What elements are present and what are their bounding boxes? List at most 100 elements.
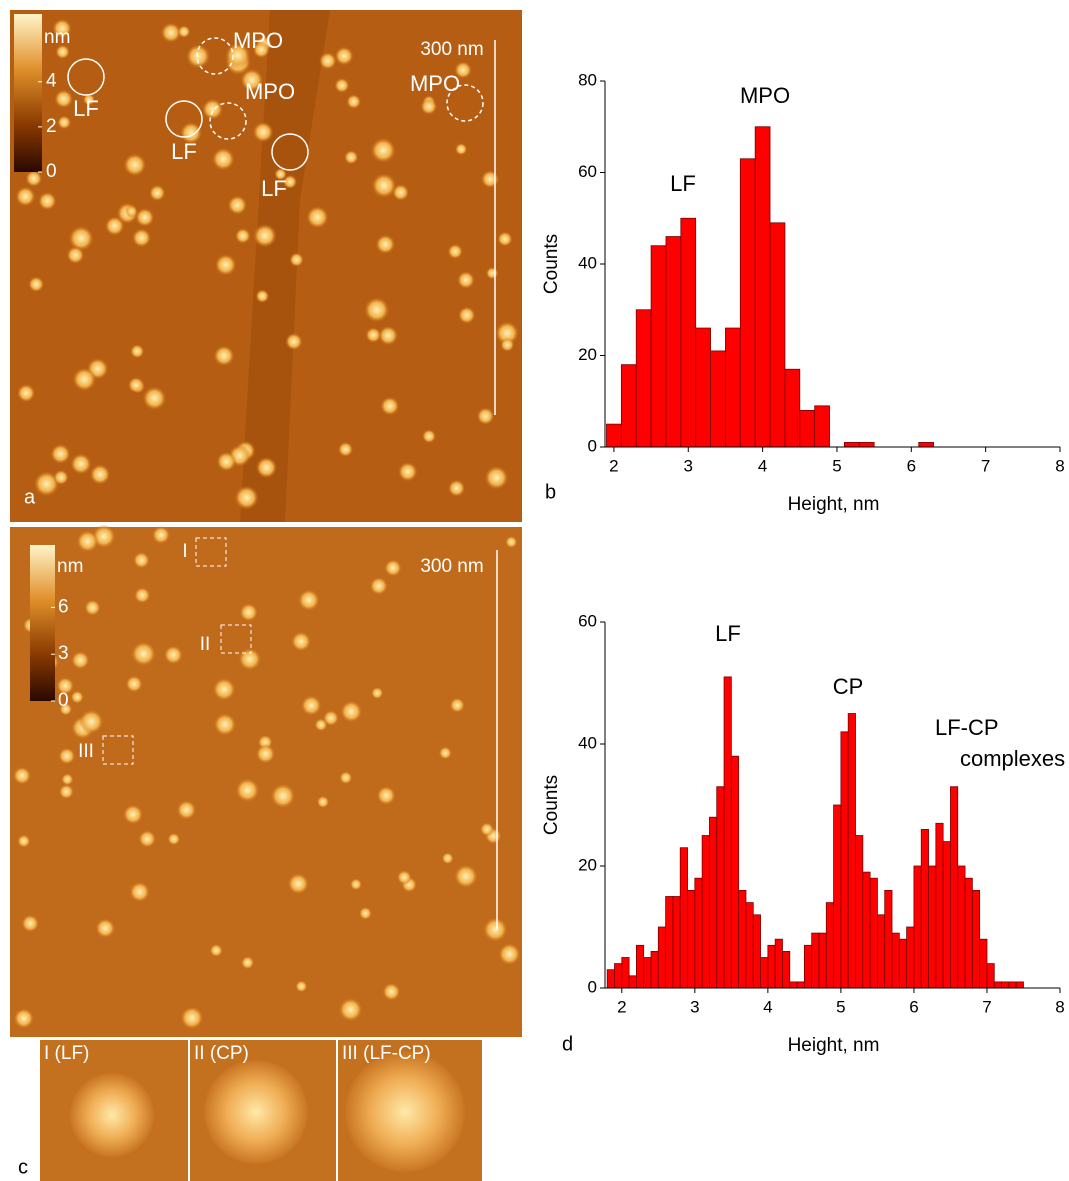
particle xyxy=(316,795,330,809)
particle xyxy=(282,174,298,189)
particle xyxy=(12,766,32,785)
bar xyxy=(979,938,988,989)
particle xyxy=(180,1006,204,1030)
bar xyxy=(840,731,849,989)
annotation: LF xyxy=(670,171,696,196)
bar xyxy=(784,368,801,448)
bar xyxy=(814,405,830,448)
insets xyxy=(40,1040,482,1181)
colorbar-label: nm xyxy=(57,556,83,577)
particle xyxy=(160,22,182,43)
bar xyxy=(843,442,860,448)
bar xyxy=(679,847,688,989)
particle xyxy=(497,231,513,247)
particle xyxy=(454,143,468,156)
particle xyxy=(214,253,237,276)
y-tick-label: 60 xyxy=(578,162,597,181)
particle xyxy=(167,832,181,846)
particle xyxy=(61,773,74,786)
panel-letter: d xyxy=(562,1033,573,1055)
particle xyxy=(151,525,171,545)
annotation: LF xyxy=(73,96,99,121)
bar xyxy=(918,442,935,448)
particle xyxy=(392,183,410,201)
bar xyxy=(796,981,805,989)
x-tick-label: 4 xyxy=(763,997,772,1016)
particle xyxy=(239,602,259,622)
particle xyxy=(235,777,260,803)
bar xyxy=(725,327,741,448)
particle xyxy=(371,173,397,199)
bar xyxy=(950,786,959,989)
particle xyxy=(346,94,362,110)
particle xyxy=(104,216,125,236)
bar xyxy=(818,932,827,989)
particle xyxy=(300,695,322,716)
bar xyxy=(877,914,886,989)
particle xyxy=(58,784,74,800)
particle xyxy=(25,170,43,188)
particle xyxy=(212,677,236,702)
particle xyxy=(213,345,235,367)
annotation: LF xyxy=(261,176,287,201)
bar xyxy=(869,877,878,989)
particle xyxy=(70,690,84,704)
particle xyxy=(89,464,111,485)
bar xyxy=(752,914,761,989)
particle xyxy=(234,485,259,510)
bar xyxy=(620,364,637,448)
x-tick-label: 5 xyxy=(832,456,841,475)
particle xyxy=(238,647,262,671)
bar xyxy=(811,932,820,989)
particle xyxy=(240,68,264,92)
particle xyxy=(127,376,145,394)
bar xyxy=(833,804,842,989)
particle xyxy=(345,1052,465,1172)
y-tick-label: 0 xyxy=(588,977,597,996)
bar xyxy=(769,222,786,448)
bar xyxy=(745,902,754,989)
inset-label: I (LF) xyxy=(44,1043,89,1064)
bar xyxy=(1015,981,1024,989)
particle xyxy=(422,429,437,444)
x-tick-label: 8 xyxy=(1055,456,1064,475)
bar xyxy=(913,865,922,989)
particle xyxy=(384,559,402,577)
marker-ring xyxy=(271,133,309,171)
particle xyxy=(349,878,363,891)
x-axis-label: Height, nm xyxy=(788,494,880,515)
bar xyxy=(799,409,816,448)
bar xyxy=(782,951,791,989)
particle xyxy=(53,469,69,486)
particle xyxy=(369,576,388,596)
particle xyxy=(344,150,359,165)
particle xyxy=(500,337,515,352)
marker-box xyxy=(220,624,252,654)
particle xyxy=(485,266,499,280)
marker-ring xyxy=(67,58,105,96)
bar xyxy=(621,957,630,989)
particle xyxy=(480,170,500,189)
particle xyxy=(70,1073,154,1157)
particle xyxy=(72,367,97,392)
colorbar-tick-label: 3 xyxy=(58,643,69,664)
particle xyxy=(297,589,320,612)
particle xyxy=(235,228,251,244)
particle xyxy=(378,325,399,346)
bar xyxy=(606,969,615,989)
particle xyxy=(340,700,363,723)
colorbar xyxy=(14,14,42,172)
bar xyxy=(920,829,929,989)
annotation: LF xyxy=(715,621,741,646)
bar xyxy=(657,926,667,989)
particle xyxy=(59,702,73,716)
bar xyxy=(891,932,900,989)
annotation: I xyxy=(182,541,187,562)
particle xyxy=(185,44,211,69)
bar xyxy=(884,890,893,989)
particle xyxy=(290,631,312,652)
annotation: complexes xyxy=(960,746,1065,771)
particle xyxy=(211,147,235,171)
particle xyxy=(84,599,101,616)
